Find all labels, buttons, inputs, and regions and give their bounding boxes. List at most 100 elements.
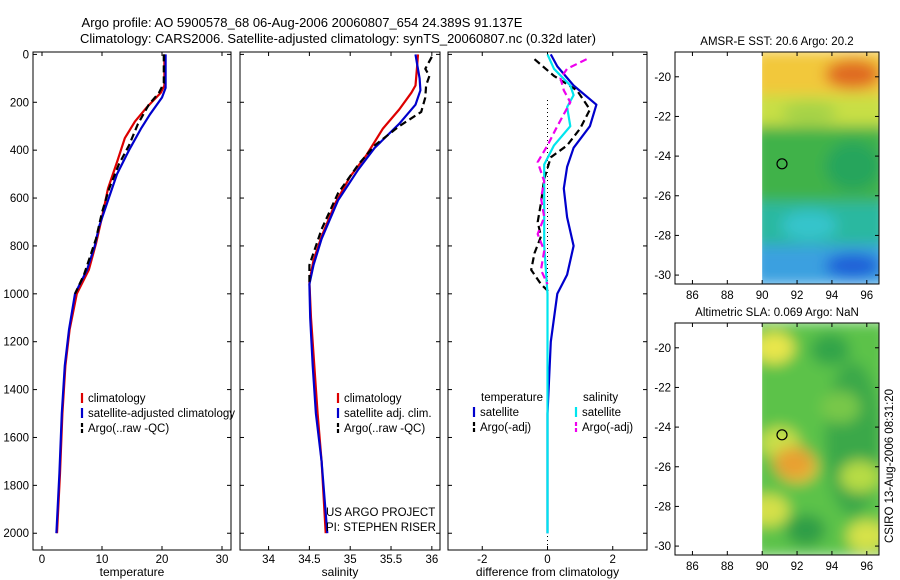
legend-label: satellite xyxy=(480,407,519,419)
legend-label: satellite xyxy=(582,407,621,419)
x-tick-label: 0 xyxy=(39,554,45,566)
field-patch xyxy=(762,494,790,527)
y-tick-label: 1600 xyxy=(3,432,29,444)
map-frame xyxy=(674,322,880,556)
legend-label: Argo(..raw -QC) xyxy=(344,423,425,435)
series-line xyxy=(308,54,422,534)
y-tick-label: -26 xyxy=(654,191,671,203)
x-tick-label: 92 xyxy=(791,290,804,302)
field-patch xyxy=(824,253,880,278)
map-title: Altimetric SLA: 0.069 Argo: NaN xyxy=(695,307,859,319)
x-tick-label: 36 xyxy=(425,554,438,566)
panel-salinity: 34 34.5 35 35.5 36 salinity climatology satelli… xyxy=(239,51,441,579)
legend-label: Argo(-adj) xyxy=(480,422,531,434)
x-tick-label: 92 xyxy=(791,561,804,573)
field-patch xyxy=(820,391,861,424)
series-line xyxy=(74,54,165,295)
field-patch xyxy=(810,333,851,366)
x-tick-label: 94 xyxy=(826,561,839,573)
x-tick-label: 34 xyxy=(262,554,275,566)
y-tick-label: -20 xyxy=(654,72,671,84)
y-tick-label: -24 xyxy=(654,151,671,163)
map-sla: 86 88 90 92 94 96 -20 -22 -24 -26 -28 -30 Altimetric… xyxy=(654,307,880,573)
x-tick-label: 20 xyxy=(156,554,169,566)
legend-label: Argo(-adj) xyxy=(582,422,633,434)
project-annotation: PI: STEPHEN RISER xyxy=(326,522,436,534)
legend-label: climatology xyxy=(88,393,146,405)
y-tick-label: -22 xyxy=(654,111,671,123)
field-patch xyxy=(773,446,814,479)
y-tick-label: 1800 xyxy=(3,480,29,492)
x-axis-label: salinity xyxy=(322,565,359,579)
legend-label: satellite-adjusted climatology xyxy=(88,408,235,420)
panels: 0 10 20 30020040060080010001200140016001800… xyxy=(3,36,880,579)
field-patch xyxy=(824,140,880,192)
x-tick-label: 86 xyxy=(686,290,699,302)
y-tick-label: 600 xyxy=(10,193,29,205)
field-patch xyxy=(824,361,880,517)
field-patch xyxy=(846,520,880,553)
series-line xyxy=(546,53,598,534)
x-tick-label: 86 xyxy=(686,561,699,573)
series-line xyxy=(536,58,588,285)
map-field xyxy=(762,323,880,555)
x-tick-label: 35 xyxy=(344,554,357,566)
map-frame xyxy=(674,51,880,285)
map-title: AMSR-E SST: 20.6 Argo: 20.2 xyxy=(700,36,853,48)
plot-frame xyxy=(239,51,441,551)
series-line xyxy=(308,54,420,534)
x-tick-label: -2 xyxy=(477,554,487,566)
y-tick-label: 400 xyxy=(10,145,29,157)
y-tick-label: 200 xyxy=(10,97,29,109)
legend-label: climatology xyxy=(344,393,402,405)
x-tick-label: 0 xyxy=(544,554,550,566)
field-patch xyxy=(824,59,880,90)
field-patch xyxy=(785,514,826,547)
series-line xyxy=(55,54,167,534)
y-tick-label: 1000 xyxy=(3,289,29,301)
legend-header: salinity xyxy=(583,392,618,404)
credit-text: CSIRO 13-Aug-2006 08:31:20 xyxy=(884,389,896,543)
y-tick-label: -22 xyxy=(654,382,671,394)
y-tick-label: 1400 xyxy=(3,385,29,397)
y-tick-label: -26 xyxy=(654,462,671,474)
figure-title-line2: Climatology: CARS2006. Satellite-adjuste… xyxy=(80,31,596,46)
map-field xyxy=(762,52,880,284)
map-sst: 86 88 90 92 94 96 -20 -22 -24 -26 -28 -30 AMSR-E SST… xyxy=(654,36,880,302)
field-patch xyxy=(762,331,795,364)
field-patch xyxy=(781,101,838,124)
series-line xyxy=(530,58,592,295)
series-line xyxy=(543,53,575,534)
y-tick-label: 0 xyxy=(23,49,29,61)
x-tick-label: 94 xyxy=(826,290,839,302)
legend-label: Argo(..raw -QC) xyxy=(88,423,169,435)
legend-header: temperature xyxy=(481,392,543,404)
x-axis-label: difference from climatology xyxy=(476,565,619,579)
y-tick-label: -28 xyxy=(654,501,671,513)
y-tick-label: -20 xyxy=(654,343,671,355)
x-tick-label: 30 xyxy=(216,554,229,566)
y-tick-label: -24 xyxy=(654,422,671,434)
field-patch xyxy=(781,210,838,241)
x-tick-label: 35.5 xyxy=(380,554,402,566)
argo-location-marker xyxy=(776,429,788,441)
y-tick-label: 1200 xyxy=(3,337,29,349)
field-patch xyxy=(839,460,880,493)
figure-title-line1: Argo profile: AO 5900578_68 06-Aug-2006 … xyxy=(82,15,523,30)
x-axis-label: temperature xyxy=(100,565,165,579)
plot-frame xyxy=(32,51,232,551)
x-tick-label: 2 xyxy=(610,554,616,566)
y-tick-label: 800 xyxy=(10,241,29,253)
x-tick-label: 88 xyxy=(721,561,734,573)
y-tick-label: -28 xyxy=(654,230,671,242)
panel-temperature: 0 10 20 30 0 200 400 600 800 1000 1200 1400 1600 1800… xyxy=(3,49,235,579)
y-tick-label: -30 xyxy=(654,541,671,553)
x-tick-label: 96 xyxy=(860,561,873,573)
y-tick-label: -30 xyxy=(654,270,671,282)
x-tick-label: 10 xyxy=(96,554,109,566)
project-annotation: US ARGO PROJECT xyxy=(326,507,435,519)
x-tick-label: 90 xyxy=(756,561,769,573)
x-tick-label: 96 xyxy=(860,290,873,302)
